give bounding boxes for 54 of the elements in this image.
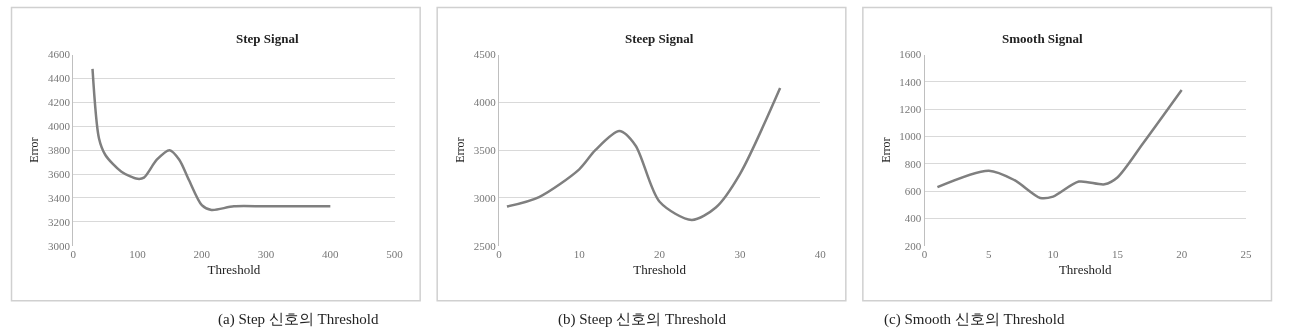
x-tick-label: 500 [386, 247, 404, 260]
chart-title: Steep Signal [625, 31, 694, 46]
x-tick-label: 0 [921, 247, 928, 260]
x-tick-label: 5 [986, 247, 993, 260]
y-tick-label: 2500 [473, 239, 497, 252]
y-axis-title: Error [27, 137, 42, 163]
y-tick-label: 3000 [48, 239, 71, 252]
line-series [505, 86, 782, 222]
x-tick-label: 10 [573, 247, 586, 260]
y-tick-label: 1600 [899, 48, 922, 61]
x-axis-title: Threshold [207, 262, 261, 278]
y-axis-title: Error [453, 137, 467, 163]
text: (c) Smooth 신호의 Threshold [884, 311, 1065, 328]
x-tick-label: 15 [1111, 247, 1124, 260]
chart-title: Smooth Signal [1002, 31, 1083, 46]
y-tick-label: 600 [904, 184, 922, 197]
x-tick-label: 20 [1176, 247, 1188, 260]
chart-title: Step Signal [236, 31, 299, 46]
x-tick-label: 10 [1047, 247, 1060, 260]
y-tick-label: 4500 [473, 48, 497, 61]
y-tick-label: 400 [904, 212, 922, 225]
x-tick-label: 20 [654, 247, 666, 260]
x-tick-label: 400 [322, 247, 340, 260]
y-tick-label: 4000 [473, 96, 497, 109]
x-tick-label: 40 [814, 247, 827, 260]
line-series [936, 88, 1183, 200]
x-tick-label: 25 [1240, 247, 1252, 260]
x-tick-label: 0 [70, 247, 77, 260]
line-series [91, 67, 332, 212]
x-tick-label: 100 [129, 247, 147, 260]
text: (a) Step 신호의 Threshold [218, 311, 379, 328]
x-axis-title: Threshold [633, 262, 687, 278]
x-axis-title: Threshold [1058, 262, 1113, 278]
y-tick-label: 4200 [48, 96, 71, 109]
y-axis-title: Error [878, 137, 893, 163]
y-tick-label: 3600 [48, 167, 71, 180]
x-tick-label: 0 [496, 247, 503, 260]
y-tick-label: 3200 [48, 215, 71, 228]
text: (b) Steep 신호의 Threshold [558, 311, 727, 328]
y-tick-label: 4000 [48, 120, 71, 133]
y-tick-label: 200 [904, 239, 922, 252]
y-tick-label: 1200 [899, 103, 922, 116]
y-tick-label: 1400 [899, 75, 922, 88]
x-tick-label: 200 [193, 247, 211, 260]
y-tick-label: 3500 [473, 144, 497, 157]
y-tick-label: 3400 [48, 191, 71, 204]
y-tick-label: 4400 [48, 72, 71, 85]
y-tick-label: 800 [904, 157, 922, 170]
y-tick-label: 3800 [48, 144, 71, 157]
x-tick-label: 30 [734, 247, 746, 260]
y-tick-label: 4600 [48, 48, 71, 61]
x-tick-label: 300 [257, 247, 275, 260]
y-tick-label: 1000 [899, 130, 922, 143]
y-tick-label: 3000 [473, 191, 497, 204]
